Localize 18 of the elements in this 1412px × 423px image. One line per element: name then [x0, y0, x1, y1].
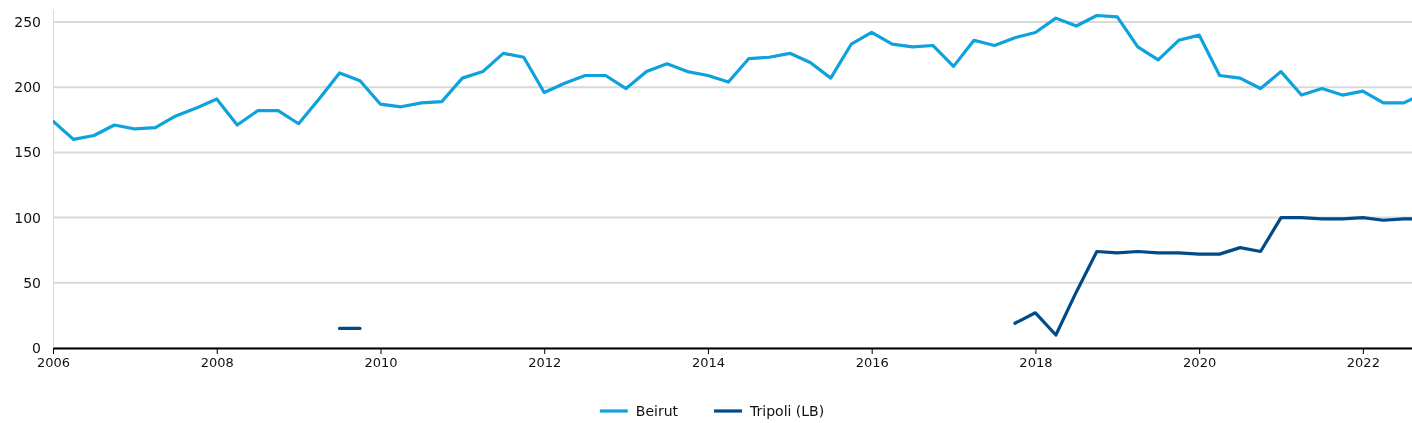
y-tick-label: 50 [23, 274, 41, 291]
legend-label: Tripoli (LB) [749, 403, 825, 419]
y-tick-label: 0 [32, 339, 41, 356]
x-tick-label: 2018 [1019, 355, 1053, 371]
x-tick-label: 2022 [1346, 355, 1380, 371]
y-tick-label: 150 [14, 144, 41, 161]
y-tick-label: 250 [14, 14, 41, 31]
x-tick-label: 2006 [36, 355, 71, 371]
x-tick-label: 2012 [528, 355, 562, 371]
y-tick-label: 100 [14, 209, 41, 226]
y-tick-label: 200 [14, 79, 41, 96]
legend-label: Beirut [635, 403, 679, 419]
x-tick-label: 2008 [200, 355, 234, 371]
x-tick-label: 2010 [364, 355, 398, 371]
x-tick-label: 2014 [691, 355, 725, 371]
x-tick-label: 2020 [1183, 355, 1217, 371]
x-tick-label: 2016 [855, 355, 889, 371]
line-series [53, 13, 1412, 141]
